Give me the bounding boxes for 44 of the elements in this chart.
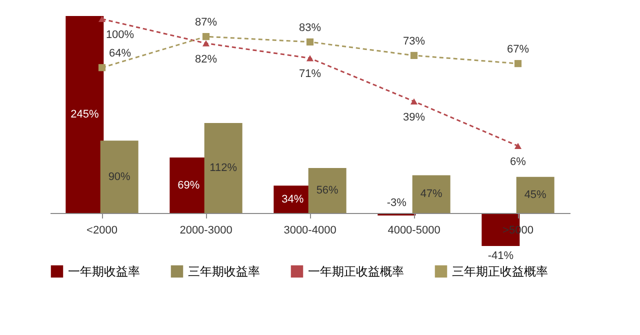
bar: [100, 140, 138, 214]
data-label: 6%: [510, 156, 526, 168]
data-label: 39%: [402, 111, 426, 124]
x-tick-label: 2000-3000: [180, 224, 232, 237]
data-label: 71%: [298, 68, 322, 80]
bar: [204, 122, 242, 214]
data-label: 90%: [108, 170, 131, 183]
legend-label: 三年期正收益概率: [452, 264, 548, 278]
point: [306, 55, 314, 62]
bar: [412, 175, 450, 214]
legend-label: 三年期收益率: [188, 264, 260, 278]
bar: [66, 16, 104, 214]
point: [410, 52, 418, 59]
data-label: 87%: [194, 16, 218, 29]
data-label: -3%: [386, 197, 407, 210]
point: [98, 64, 106, 72]
data-label: 82%: [194, 53, 218, 66]
point: [202, 40, 210, 46]
point: [514, 142, 522, 150]
data-label: 73%: [402, 35, 426, 48]
data-label: 64%: [108, 48, 132, 60]
legend-label: 一年期收益率: [68, 264, 140, 278]
point: [306, 38, 314, 46]
x-tick-label: 3000-4000: [284, 224, 336, 237]
x-tick-label: <2000: [86, 224, 118, 237]
data-label: 47%: [420, 188, 443, 200]
point: [514, 60, 522, 68]
data-label: 83%: [298, 22, 322, 34]
data-label: 67%: [506, 44, 530, 56]
data-label: 56%: [316, 184, 339, 197]
data-label: 112%: [210, 162, 238, 174]
point: [202, 33, 210, 40]
data-label: 100%: [106, 29, 134, 41]
data-label: 45%: [524, 188, 547, 201]
data-label: 69%: [178, 179, 200, 192]
point: [98, 16, 106, 22]
data-label: 245%: [70, 108, 99, 121]
bar: [516, 176, 554, 214]
bar: [308, 168, 346, 214]
point: [410, 98, 418, 104]
data-label: -41%: [488, 250, 514, 262]
data-label: 34%: [282, 193, 304, 206]
legend-label: 一年期正收益概率: [308, 264, 404, 278]
x-tick-label: 4000-5000: [388, 224, 440, 237]
